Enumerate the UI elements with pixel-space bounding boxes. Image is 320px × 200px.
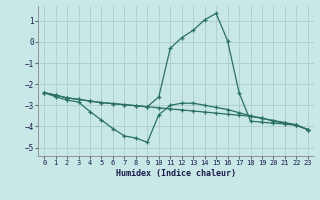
X-axis label: Humidex (Indice chaleur): Humidex (Indice chaleur) [116,169,236,178]
